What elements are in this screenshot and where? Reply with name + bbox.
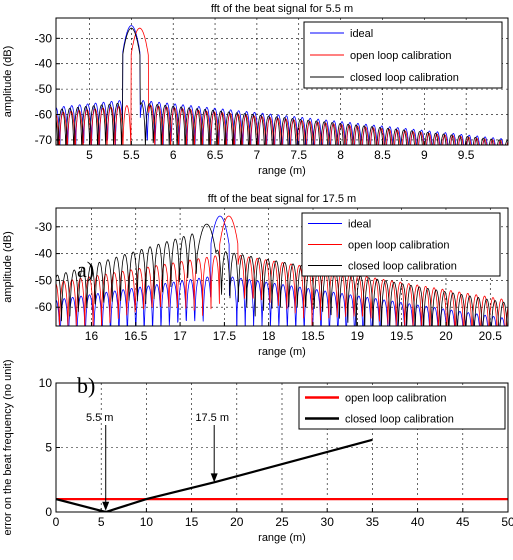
x-tick-label: 50: [501, 515, 513, 529]
x-tick-label: 20: [230, 515, 244, 529]
x-tick-label: 5: [98, 515, 105, 529]
x-tick-label: 40: [411, 515, 425, 529]
x-tick-label: 17: [173, 329, 187, 343]
chart-title: fft of the beat signal for 5.5 m: [211, 3, 353, 15]
x-tick-label: 6.5: [207, 148, 224, 162]
x-tick-label: 0: [53, 515, 60, 529]
x-tick-label: 10: [140, 515, 154, 529]
legend-entry: ideal: [348, 219, 371, 231]
y-tick-label: -50: [35, 82, 53, 96]
series-line-closed-loop-calibration: [56, 27, 508, 145]
y-tick-label: 5: [45, 441, 52, 455]
x-tick-label: 17.5: [213, 329, 237, 343]
chart-panel-3: 0 5 10 15 20 25 30 35 40 45 50 0 5 10 range (m) error o…: [2, 359, 513, 544]
legend: open loop calibration closed loop calibra…: [298, 386, 506, 430]
x-tick-label: 16: [85, 329, 99, 343]
y-tick-label: -50: [35, 273, 53, 287]
series-line-open-loop-calibration: [56, 215, 508, 326]
x-axis-label: range (m): [258, 165, 306, 177]
x-tick-label: 18.5: [301, 329, 325, 343]
annotation-arrowhead: [102, 501, 110, 511]
legend-box: [298, 386, 506, 430]
x-tick-label: 9: [421, 148, 428, 162]
x-tick-label: 5.5: [123, 148, 140, 162]
y-axis-label: error on the beat frequency (no unit): [2, 359, 14, 535]
x-axis-label: range (m): [258, 346, 306, 358]
x-axis-label: range (m): [258, 532, 306, 544]
y-tick-label: -60: [35, 300, 53, 314]
y-tick-label: -40: [35, 247, 53, 261]
legend-entry: closed loop calibration: [345, 414, 454, 426]
x-tick-label: 7: [254, 148, 261, 162]
chart-panel-2: 16 16.5 17 17.5 18 18.5 19 19.5 20 20.5 -60 -50 -40 -…: [2, 193, 509, 358]
x-tick-label: 18: [262, 329, 276, 343]
series-group: [56, 438, 508, 512]
series-line-ideal: [56, 25, 508, 145]
panel-label-a: a): [77, 257, 95, 282]
x-tick-label: 5: [86, 148, 93, 162]
x-tick-label: 45: [456, 515, 470, 529]
x-tick-label: 19.5: [390, 329, 414, 343]
legend-entry: open loop calibration: [348, 240, 450, 252]
y-tick-label: -30: [35, 31, 53, 45]
x-tick-label: 30: [321, 515, 335, 529]
x-tick-label: 25: [275, 515, 289, 529]
annotation-arrowhead: [210, 473, 218, 483]
x-tick-label: 7.5: [290, 148, 307, 162]
y-tick-label: -30: [35, 220, 53, 234]
y-axis-label: amplitude (dB): [2, 231, 14, 303]
x-tick-label: 35: [366, 515, 380, 529]
chart-title: fft of the beat signal for 17.5 m: [208, 193, 356, 205]
y-axis-label: amplitude (dB): [2, 46, 14, 118]
x-tick-label: 20.5: [479, 329, 503, 343]
legend-entry: open loop calibration: [350, 50, 452, 62]
annotation-label: 5.5 m: [86, 412, 114, 424]
series-line-closed-loop-calibration: [56, 223, 508, 326]
x-tick-label: 20: [439, 329, 453, 343]
legend-entry: closed loop calibration: [350, 72, 459, 84]
y-tick-label: -60: [35, 108, 53, 122]
x-tick-label: 16.5: [124, 329, 148, 343]
x-tick-label: 8.5: [374, 148, 391, 162]
chart-panel-1: 5 5.5 6 6.5 7 7.5 8 8.5 9 9.5 -70 -60 -50 -40 -30 fft o…: [2, 3, 509, 177]
x-tick-label: 19: [351, 329, 365, 343]
axes-frame: [55, 207, 509, 327]
x-tick-label: 15: [185, 515, 199, 529]
legend: ideal open loop calibration closed loop ca…: [301, 212, 501, 277]
series-group: [56, 215, 508, 326]
annotation-label: 17.5 m: [195, 412, 229, 424]
y-tick-label: 0: [45, 505, 52, 519]
x-tick-label: 9.5: [458, 148, 475, 162]
x-tick-label: 6: [170, 148, 177, 162]
x-tick-label: 8: [337, 148, 344, 162]
series-group: [56, 25, 508, 145]
legend-entry: closed loop calibration: [348, 261, 457, 273]
panel-label-b: b): [77, 373, 96, 398]
y-tick-label: 10: [39, 376, 53, 390]
series-line-closed-loop-calibration: [56, 438, 373, 512]
legend: ideal open loop calibration closed loop ca…: [303, 21, 503, 89]
y-tick-label: -40: [35, 57, 53, 71]
legend-entry: ideal: [350, 28, 373, 40]
axes-frame: [55, 17, 509, 146]
series-line-open-loop-calibration: [56, 27, 508, 145]
y-tick-label: -70: [35, 133, 53, 147]
legend-entry: open loop calibration: [345, 393, 447, 405]
